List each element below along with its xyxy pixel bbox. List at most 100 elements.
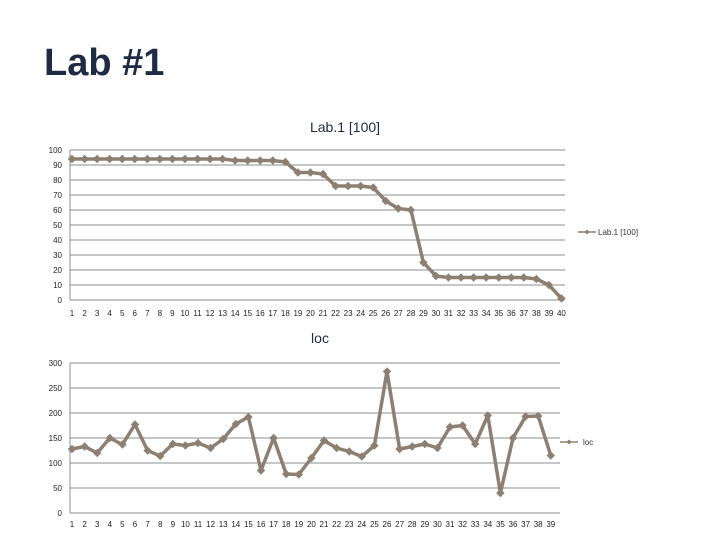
chart2-data-point [193, 438, 203, 448]
chart1-data-point [318, 169, 328, 179]
chart1-data-point [469, 273, 478, 282]
chart1-y-tick-label: 20 [53, 266, 62, 275]
chart2-x-tick-label: 28 [408, 520, 417, 529]
chart2-data-point [458, 421, 467, 430]
chart1-x-tick-label: 36 [507, 309, 516, 318]
chart2-y-tick-label: 0 [58, 509, 63, 518]
chart2-x-tick-label: 30 [433, 520, 442, 529]
chart2-x-tick-label: 24 [357, 520, 366, 529]
chart1-data-point [256, 156, 265, 165]
chart1-data-point [218, 154, 227, 164]
chart2-data-point [294, 470, 303, 479]
chart2-data-point [219, 434, 228, 444]
chart1-x-tick-label: 4 [107, 309, 112, 318]
chart1-data-point [507, 273, 516, 282]
chart1-data-point [118, 154, 127, 164]
chart2-x-tick-label: 9 [171, 520, 176, 529]
chart2-x-tick-label: 19 [294, 520, 303, 529]
chart2-data-point [382, 367, 392, 376]
chart1-y-tick-label: 0 [58, 296, 63, 305]
chart2-x-tick-label: 7 [145, 520, 150, 529]
chart1-x-tick-label: 27 [394, 309, 403, 318]
chart2-data-point [471, 439, 480, 449]
chart1-data-point [180, 154, 190, 164]
chart2-x-tick-label: 20 [307, 520, 316, 529]
chart1-data-point [268, 156, 277, 165]
chart2-y-tick-label: 150 [49, 434, 63, 443]
chart1-x-tick-label: 38 [532, 309, 541, 318]
chart2-x-tick-label: 25 [370, 520, 379, 529]
chart2-x-tick-label: 23 [345, 520, 354, 529]
chart1-data-point [369, 183, 378, 192]
chart1-data-point [431, 271, 441, 281]
chart2-data-point [143, 446, 152, 455]
chart2-x-tick-label: 21 [320, 520, 329, 529]
chart1-data-point [481, 273, 491, 282]
chart2-data-point [168, 439, 177, 449]
chart2-data-point [370, 441, 379, 450]
chart2-data-point [269, 433, 278, 443]
chart2-data-point [319, 436, 329, 445]
chart1-x-tick-label: 20 [306, 309, 315, 318]
chart2-data-point [420, 439, 429, 449]
chart1-y-tick-label: 50 [53, 221, 62, 230]
chart1-x-tick-label: 11 [193, 309, 202, 318]
chart2-x-tick-label: 11 [194, 520, 203, 529]
chart2-data-point [395, 444, 404, 454]
chart1-data-point [67, 154, 77, 164]
chart2-data-point [206, 443, 215, 453]
chart2-x-tick-label: 22 [332, 520, 341, 529]
chart1-data-point [168, 154, 177, 164]
chart2-y-tick-label: 250 [49, 384, 63, 393]
chart2-data-point [118, 440, 127, 449]
chart1-y-tick-label: 60 [53, 206, 62, 215]
chart1-data-point [356, 181, 365, 191]
chart2-data-point [521, 412, 530, 421]
chart2-data-point [105, 433, 114, 443]
chart1-data-point [444, 273, 453, 282]
chart2-data-point [433, 443, 442, 453]
chart2-data-point [244, 412, 253, 422]
chart2-data-point [156, 451, 165, 461]
chart1-series-line [72, 157, 563, 300]
chart1-x-tick-label: 21 [319, 309, 328, 318]
chart1-x-tick-label: 26 [381, 309, 390, 318]
chart2-data-point [93, 448, 102, 458]
chart1-data-point [193, 154, 202, 164]
chart2-x-tick-label: 4 [108, 520, 113, 529]
chart1-x-tick-label: 33 [469, 309, 478, 318]
chart2-x-tick-label: 34 [483, 520, 492, 529]
chart1-data-point [306, 168, 315, 177]
chart2-x-tick-label: 8 [158, 520, 163, 529]
chart1-legend-label: Lab.1 [100] [598, 228, 638, 237]
chart2-x-tick-label: 31 [446, 520, 455, 529]
chart2-data-point [445, 422, 455, 432]
chart2-data-point [357, 452, 366, 461]
chart2-data-point [256, 466, 266, 475]
chart1-data-point [557, 294, 566, 303]
chart1-data-point [532, 274, 541, 284]
chart1-data-point [381, 196, 390, 206]
chart1-x-tick-label: 6 [133, 309, 138, 318]
chart1-x-tick-label: 32 [457, 309, 466, 318]
chart2-y-tick-label: 300 [49, 359, 63, 368]
chart1-data-point [80, 154, 89, 164]
chart2-x-tick-label: 35 [496, 520, 505, 529]
chart2-data-point [181, 441, 190, 450]
chart1-x-tick-label: 1 [70, 309, 75, 318]
chart2-data-point [546, 451, 555, 460]
chart1-data-point [519, 273, 528, 282]
chart1-data-point [230, 156, 240, 165]
chart1-y-tick-label: 80 [53, 176, 62, 185]
chart2-x-tick-label: 27 [395, 520, 404, 529]
chart2-y-tick-label: 50 [53, 484, 62, 493]
chart1-x-tick-label: 34 [482, 309, 491, 318]
chart1-data-point [130, 154, 139, 164]
chart1-x-tick-label: 37 [519, 309, 528, 318]
chart2-x-tick-label: 12 [206, 520, 215, 529]
chart1-x-tick-label: 15 [243, 309, 252, 318]
chart2-x-tick-label: 39 [546, 520, 555, 529]
chart2-x-tick-label: 32 [458, 520, 467, 529]
chart1-x-tick-label: 29 [419, 309, 428, 318]
